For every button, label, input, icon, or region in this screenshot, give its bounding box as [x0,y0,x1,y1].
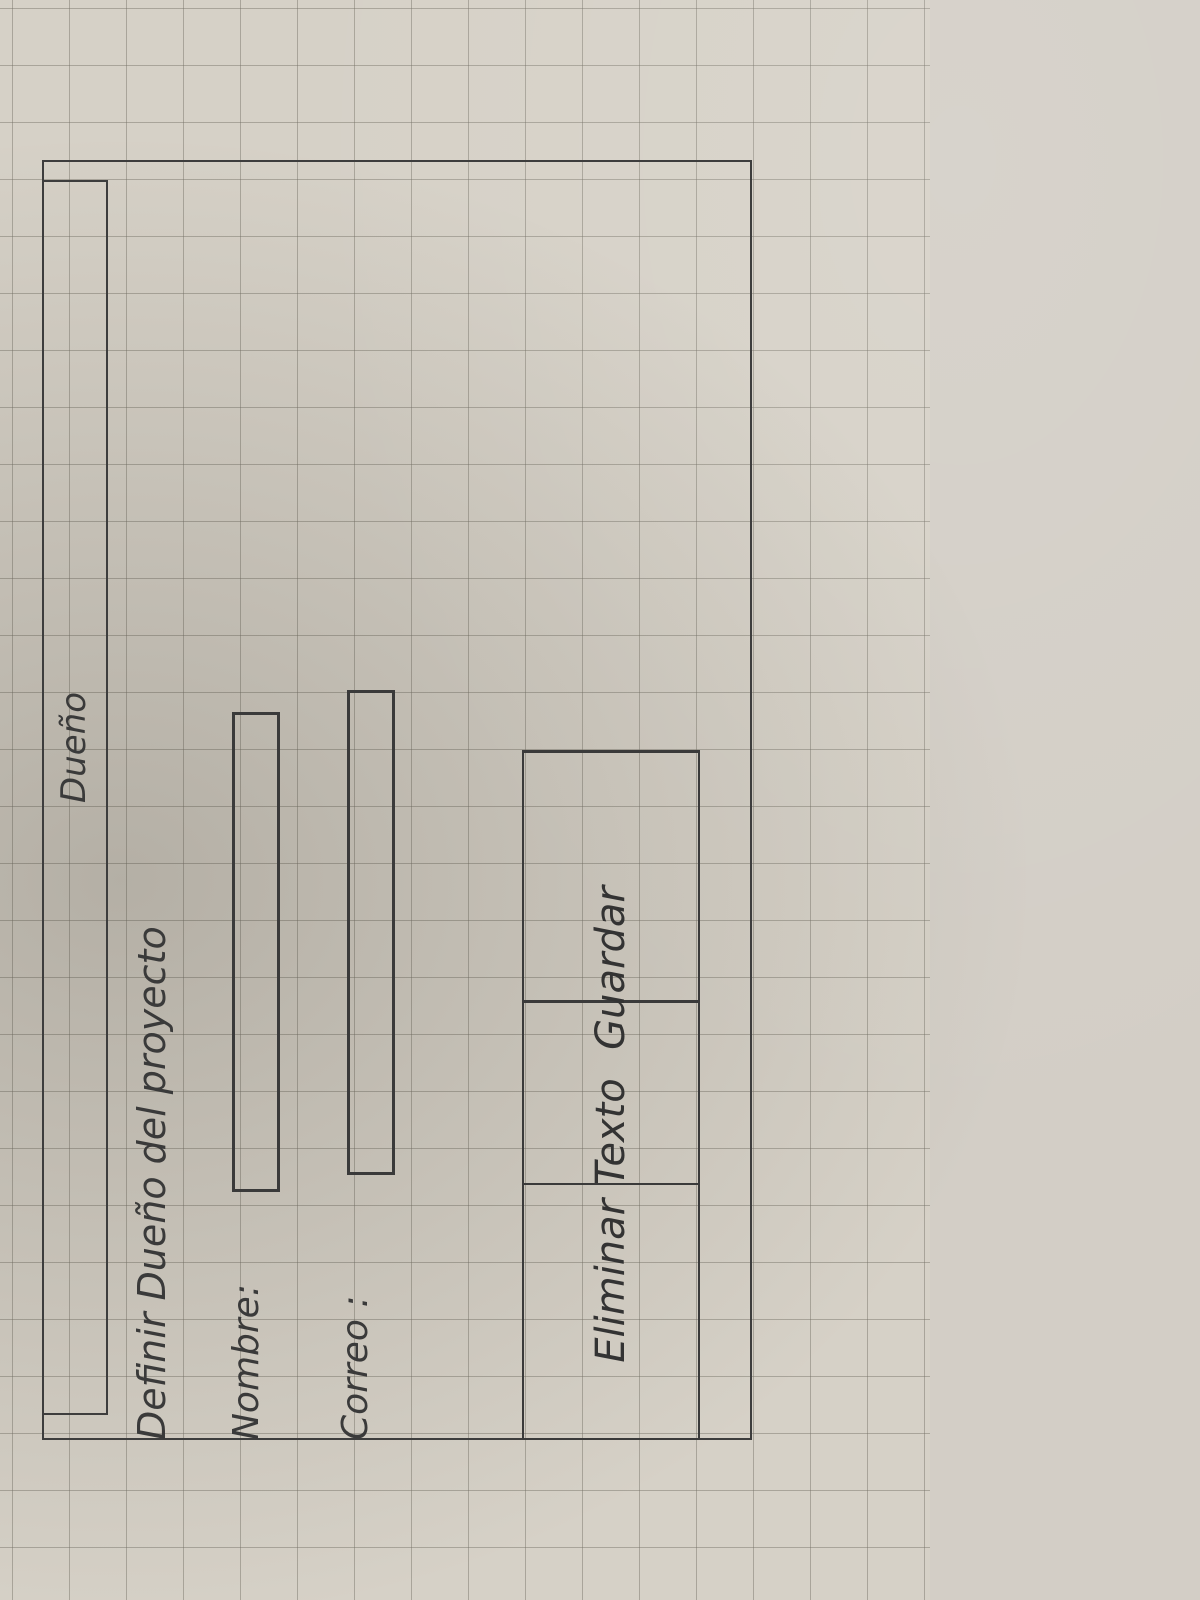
correo-label: Correo : [335,1295,376,1440]
guardar-label: Guardar [588,886,634,1050]
nombre-input[interactable] [232,712,280,1192]
correo-input[interactable] [347,690,395,1175]
page-heading: Definir Dueño del proyecto [130,926,174,1440]
nombre-label: Nombre: [226,1284,267,1440]
window-titlebar: Dueño [42,180,108,1415]
guardar-button[interactable]: Guardar [522,750,700,1185]
sketched-window: Dueño Definir Dueño del proyecto Nombre:… [42,160,752,1440]
window-title: Dueño [54,692,94,803]
